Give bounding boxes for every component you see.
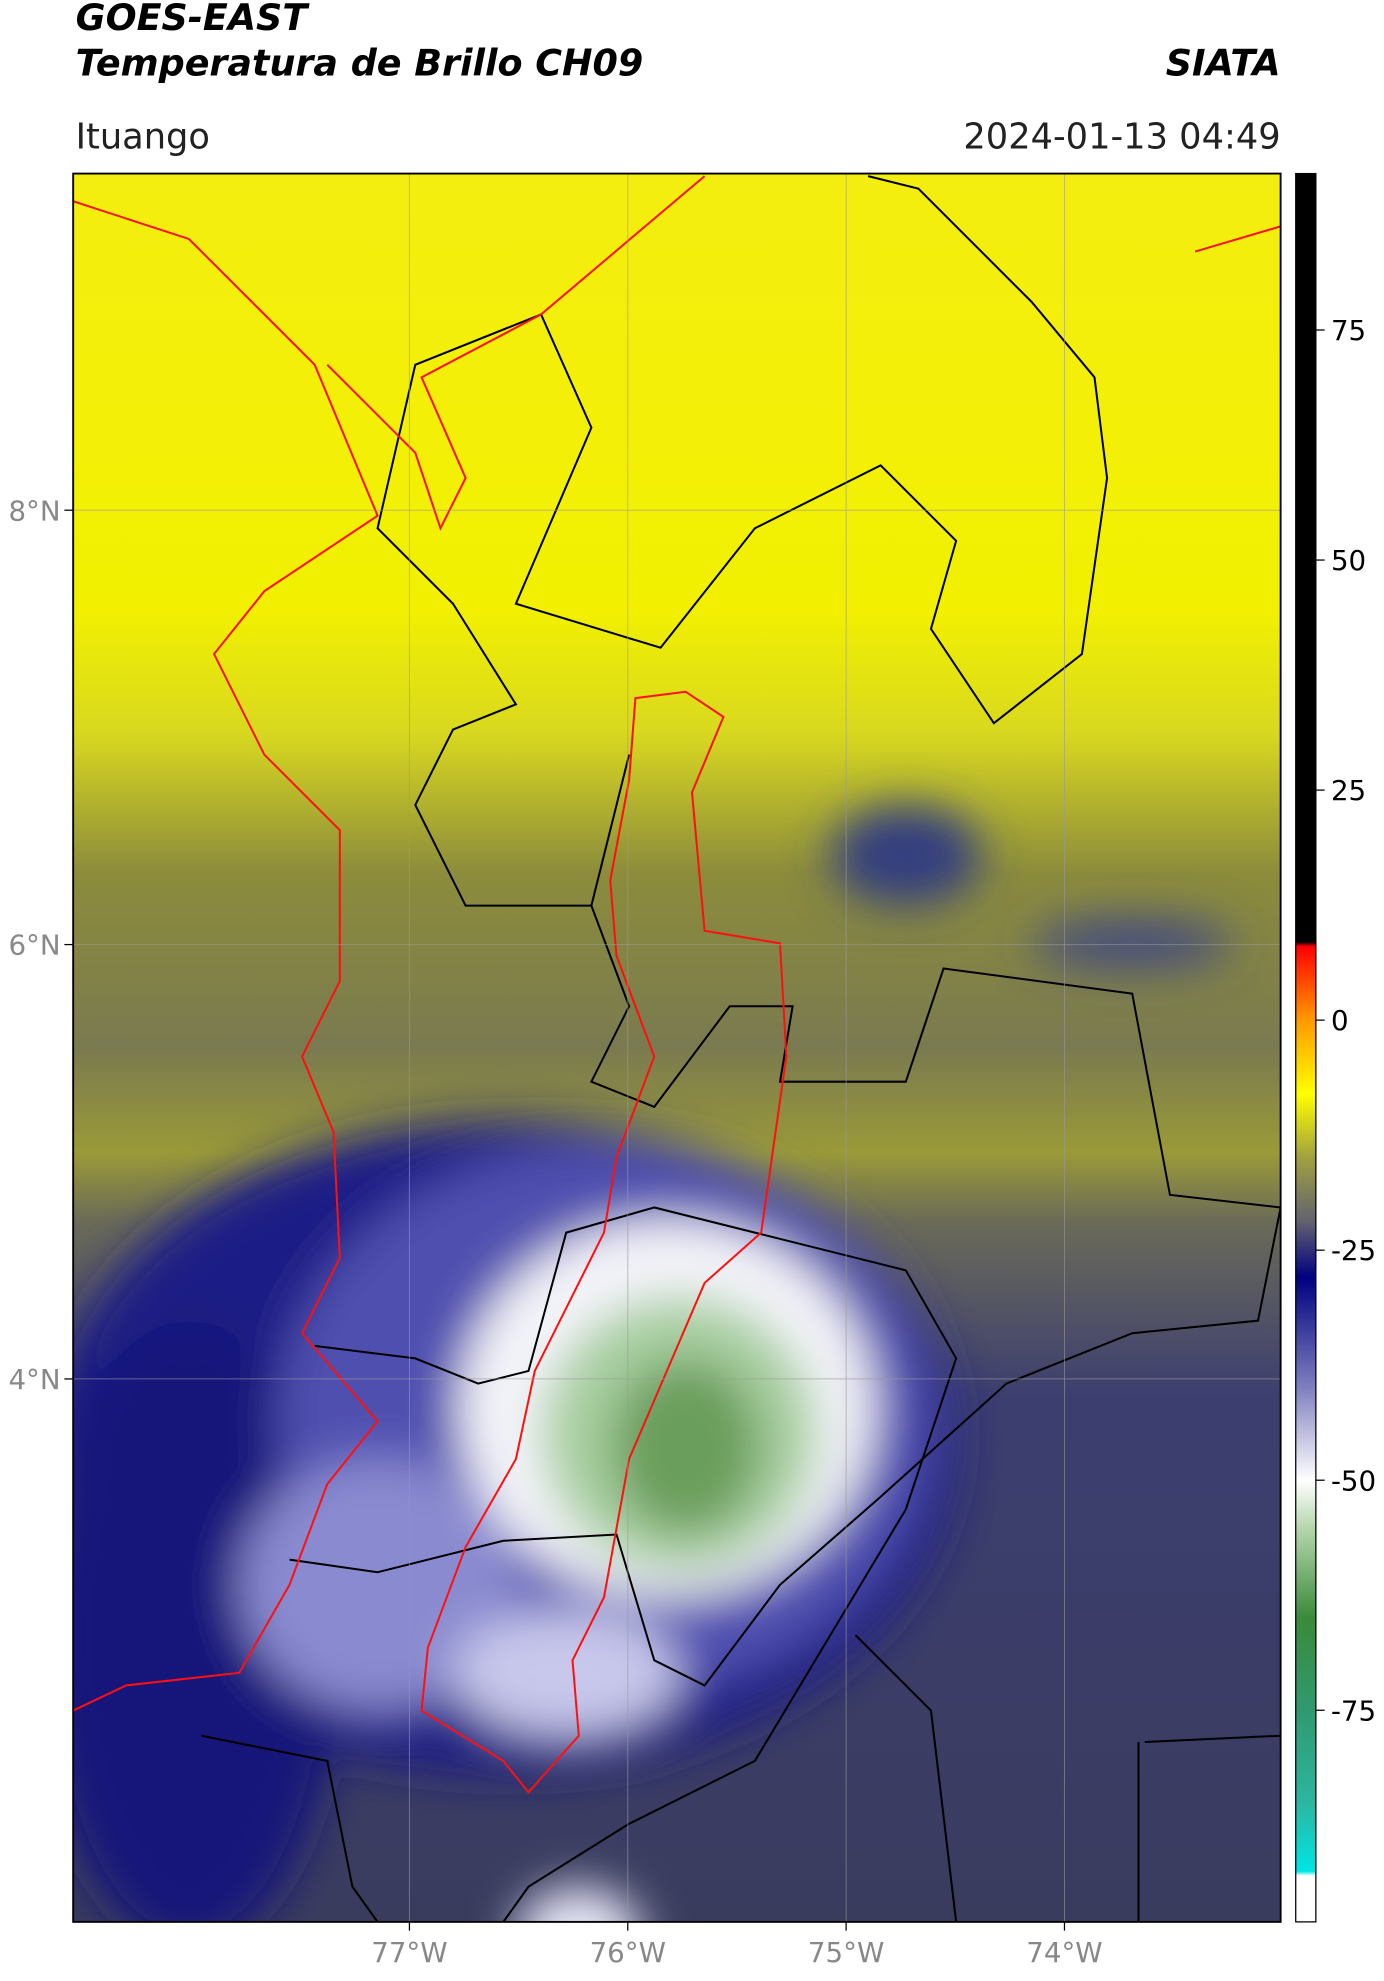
y-tick-label: 4°N xyxy=(8,1363,60,1396)
subtitle: Temperatura de Brillo CH09 xyxy=(76,41,644,84)
colorbar-tick-label: -25 xyxy=(1331,1234,1376,1267)
colorbar-tick-label: 50 xyxy=(1331,544,1366,577)
x-tick-label: 74°W xyxy=(1026,1936,1102,1969)
colorbar xyxy=(1295,172,1317,1923)
y-tick-label: 8°N xyxy=(8,494,60,527)
colorbar-tick-label: 0 xyxy=(1331,1004,1349,1037)
colorbar-tick-label: -75 xyxy=(1331,1694,1376,1727)
title: GOES-EAST xyxy=(76,0,311,39)
colorbar-tick-label: 25 xyxy=(1331,774,1366,807)
x-tick-label: 77°W xyxy=(371,1936,447,1969)
brand: SIATA xyxy=(1166,41,1281,84)
y-tick-label: 6°N xyxy=(8,929,60,962)
x-tick-label: 76°W xyxy=(590,1936,666,1969)
datetime: 2024-01-13 04:49 xyxy=(963,116,1280,157)
red-outlines xyxy=(73,175,1281,1794)
colorbar-tick-label: 75 xyxy=(1331,314,1366,347)
x-tick-label: 75°W xyxy=(808,1936,884,1969)
map-frame xyxy=(72,172,1282,1923)
colorbar-tick-label: -50 xyxy=(1331,1464,1376,1497)
location: Ituango xyxy=(76,116,210,157)
imagery xyxy=(73,173,1281,1922)
